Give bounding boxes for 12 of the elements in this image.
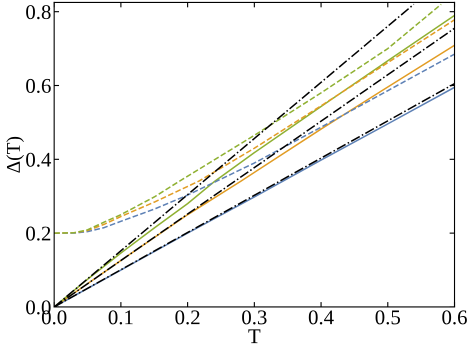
x-tick-label: 0.1	[108, 310, 133, 324]
x-tick-label: 0.5	[376, 310, 400, 324]
y-tick-label: 0.2	[26, 226, 50, 241]
x-tick-label: 0.4	[308, 310, 334, 324]
y-tick-label: 0.6	[26, 78, 51, 94]
x-axis-title: T	[248, 329, 260, 344]
x-tick-label: 0.3	[242, 310, 267, 324]
y-tick-label: 0.4	[26, 152, 52, 167]
y-axis-title: Δ(T)	[6, 136, 24, 173]
x-tick-label: 0.2	[175, 310, 200, 324]
x-tick-label: 0.6	[442, 310, 467, 324]
y-tick-label: 0.8	[26, 5, 51, 20]
